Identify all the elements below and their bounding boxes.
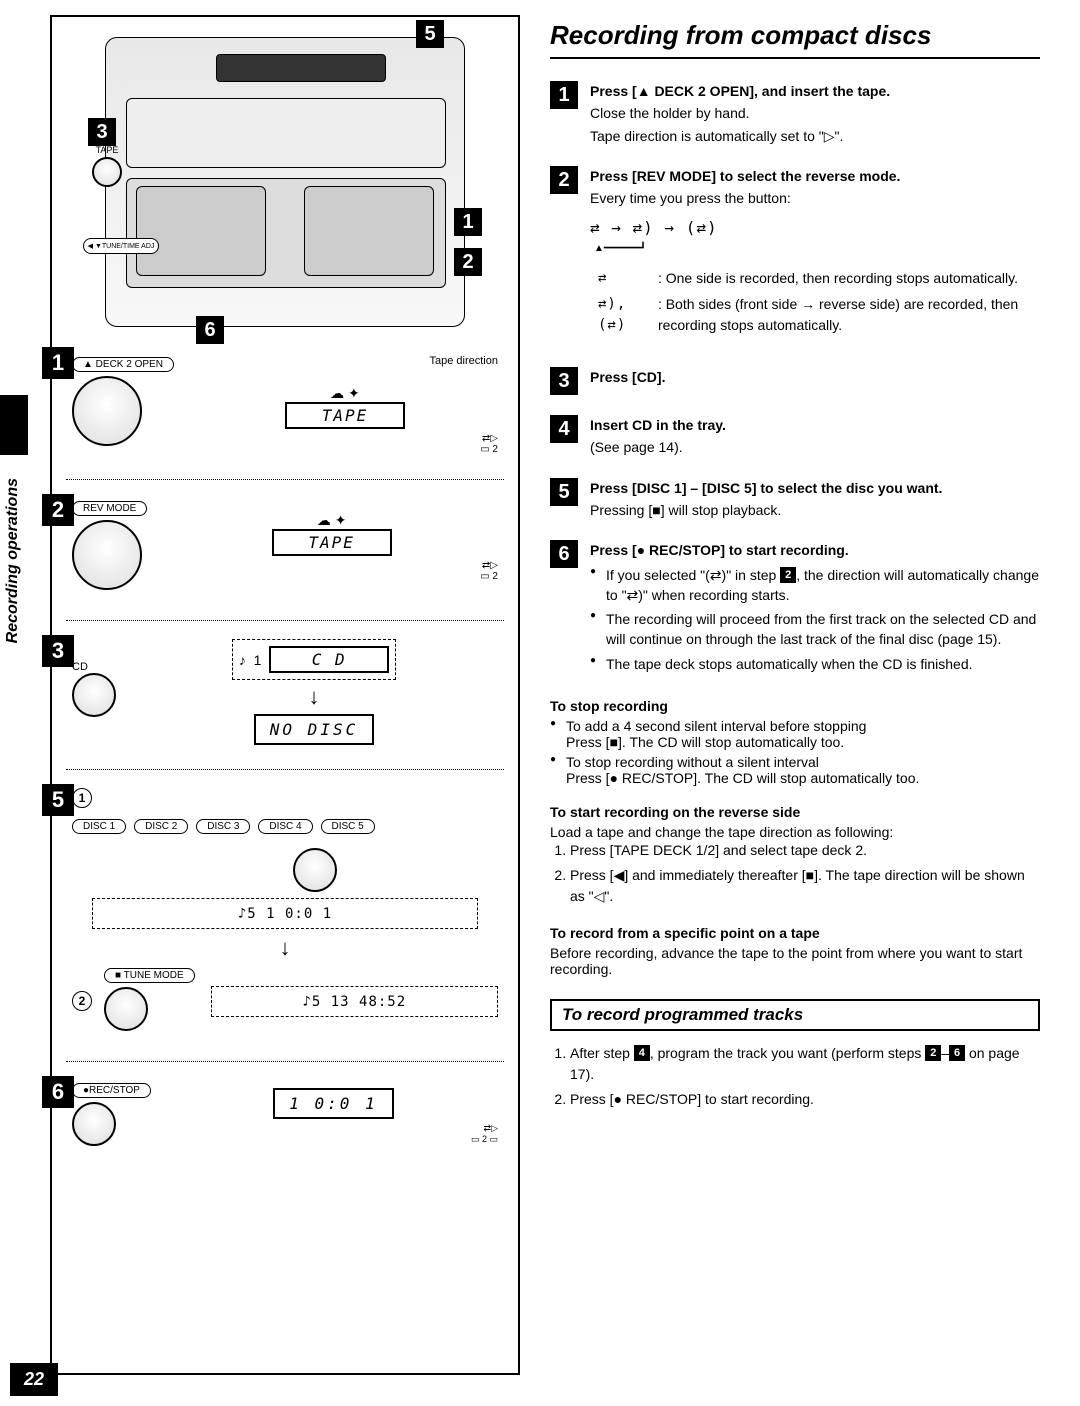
left-tag-2: 2 [42, 494, 74, 526]
rev-cycle: ⇄ → ⇄) → (⇄) [590, 216, 1040, 239]
specific-point-text: Before recording, advance the tape to th… [550, 945, 1040, 977]
disc-1: DISC 1 [72, 819, 126, 834]
lcd-nodisc: NO DISC [254, 714, 374, 745]
step-num-6: 6 [550, 540, 578, 568]
callout-3: 3 [88, 118, 116, 146]
step-1: 1 Press [▲ DECK 2 OPEN], and insert the … [550, 81, 1040, 146]
step-num-2: 2 [550, 166, 578, 194]
step-4-heading: Insert CD in the tray. [590, 417, 726, 433]
callout-2: 2 [454, 248, 482, 276]
right-column: Recording from compact discs 1 Press [▲ … [520, 0, 1080, 1406]
reverse-item-2: Press [◀] and immediately thereafter [■]… [570, 865, 1040, 907]
step-1-line-2: Tape direction is automatically set to "… [590, 126, 1040, 146]
step-2: 2 Press [REV MODE] to select the reverse… [550, 166, 1040, 347]
step-6-bullet-2: The recording will proceed from the firs… [590, 609, 1040, 650]
lcd-play-1: ♪5 1 0:0 1 [238, 906, 332, 922]
tape-label: TAPE [92, 146, 122, 155]
left-tag-6: 6 [42, 1076, 74, 1108]
rec-stop-btn: ●REC/STOP [72, 1083, 151, 1098]
specific-point-title: To record from a specific point on a tap… [550, 925, 1040, 941]
lcd-cd: C D [269, 646, 389, 673]
step-num-5: 5 [550, 478, 578, 506]
rev-mode-btn: REV MODE [72, 501, 147, 516]
reverse-side-title: To start recording on the reverse side [550, 804, 1040, 820]
left-sec-5: 5 1 DISC 1 DISC 2 DISC 3 DISC 4 DISC 5 ♪… [62, 784, 508, 1047]
disc-5: DISC 5 [321, 819, 375, 834]
substep-1: 1 [72, 788, 92, 808]
rev-mode-table: ⇄ : One side is recorded, then recording… [590, 264, 1040, 339]
reverse-side-intro: Load a tape and change the tape directio… [550, 824, 1040, 840]
step-6-bullet-3: The tape deck stops automatically when t… [590, 654, 1040, 674]
programmed-title: To record programmed tracks [550, 999, 1040, 1031]
left-tag-3: 3 [42, 635, 74, 667]
step-6: 6 Press [● REC/STOP] to start recording.… [550, 540, 1040, 678]
step-5: 5 Press [DISC 1] – [DISC 5] to select th… [550, 478, 1040, 521]
side-tab: Recording operations [0, 470, 26, 651]
step-3-heading: Press [CD]. [590, 369, 665, 385]
callout-5: 5 [416, 20, 444, 48]
left-column: 5 3 1 2 6 TAPE ◀ ▼TUNE/TIME ADJ 1 [50, 15, 520, 1375]
rev-sym-1: ⇄ [592, 266, 650, 290]
step-num-3: 3 [550, 367, 578, 395]
inline-ref-6: 6 [949, 1045, 965, 1061]
left-tag-5: 5 [42, 784, 74, 816]
lcd-tape-1: TAPE [285, 402, 405, 429]
page-title: Recording from compact discs [550, 20, 1040, 59]
left-sec-2: 2 REV MODE ☁ ✦ TAPE ⇄▷▭ 2 [62, 494, 508, 606]
stop-bullet-1: To add a 4 second silent interval before… [550, 718, 1040, 750]
step-4: 4 Insert CD in the tray. (See page 14). [550, 415, 1040, 458]
step-2-line-1: Every time you press the button: [590, 188, 1040, 208]
step-num-4: 4 [550, 415, 578, 443]
rev-text-2: : Both sides (front side → reverse side)… [652, 292, 1038, 337]
left-sec-1: 1 ▲ DECK 2 OPEN Tape direction ☁ ✦ TAPE … [62, 347, 508, 465]
programmed-item-1: After step 4, program the track you want… [570, 1043, 1040, 1085]
step-num-1: 1 [550, 81, 578, 109]
reverse-item-1: Press [TAPE DECK 1/2] and select tape de… [570, 840, 1040, 861]
inline-ref-4: 4 [634, 1045, 650, 1061]
left-sec-6: 6 ●REC/STOP 1 0:0 1 ⇄▷▭ 2 ▭ [62, 1076, 508, 1162]
lcd-play-2: ♪5 13 48:52 [302, 994, 406, 1010]
tune-adj-label: ◀ ▼TUNE/TIME ADJ [83, 238, 160, 254]
left-sec-3: 3 CD ♪ 1 C D ↓ NO DISC [62, 635, 508, 755]
step-1-line-1: Close the holder by hand. [590, 103, 1040, 123]
callout-1: 1 [454, 208, 482, 236]
substep-2: 2 [72, 991, 92, 1011]
stereo-illustration: 5 3 1 2 6 TAPE ◀ ▼TUNE/TIME ADJ [105, 37, 465, 327]
step-6-bullet-1-a: If you selected "(⇄)" in step [606, 567, 780, 583]
stop-bullet-2: To stop recording without a silent inter… [550, 754, 1040, 786]
disc-3: DISC 3 [196, 819, 250, 834]
stop-recording-title: To stop recording [550, 698, 1040, 714]
step-3: 3 Press [CD]. [550, 367, 1040, 395]
callout-6: 6 [196, 316, 224, 344]
disc-buttons-row: DISC 1 DISC 2 DISC 3 DISC 4 DISC 5 [72, 816, 498, 838]
inline-ref-2: 2 [780, 567, 796, 583]
tune-mode-btn: ■ TUNE MODE [104, 968, 195, 983]
tape-direction-label: Tape direction [430, 355, 499, 367]
disc-2: DISC 2 [134, 819, 188, 834]
cd-label: CD [72, 661, 116, 673]
lcd-play-3: 1 0:0 1 [273, 1088, 393, 1119]
lcd-tape-2: TAPE [272, 529, 392, 556]
deck2-open-btn: ▲ DECK 2 OPEN [72, 357, 174, 372]
step-1-heading: Press [▲ DECK 2 OPEN], and insert the ta… [590, 83, 890, 99]
step-5-heading: Press [DISC 1] – [DISC 5] to select the … [590, 480, 942, 496]
programmed-item-2: Press [● REC/STOP] to start recording. [570, 1089, 1040, 1110]
rev-sym-2: ⇄),(⇄) [592, 292, 650, 337]
disc-4: DISC 4 [258, 819, 312, 834]
step-5-line-1: Pressing [■] will stop playback. [590, 500, 1040, 520]
inline-ref-2b: 2 [925, 1045, 941, 1061]
step-6-heading: Press [● REC/STOP] to start recording. [590, 542, 849, 558]
step-2-heading: Press [REV MODE] to select the reverse m… [590, 168, 900, 184]
side-accent-bar [0, 395, 28, 455]
rev-text-1: : One side is recorded, then recording s… [652, 266, 1038, 290]
left-tag-1: 1 [42, 347, 74, 379]
step-4-line-1: (See page 14). [590, 437, 1040, 457]
